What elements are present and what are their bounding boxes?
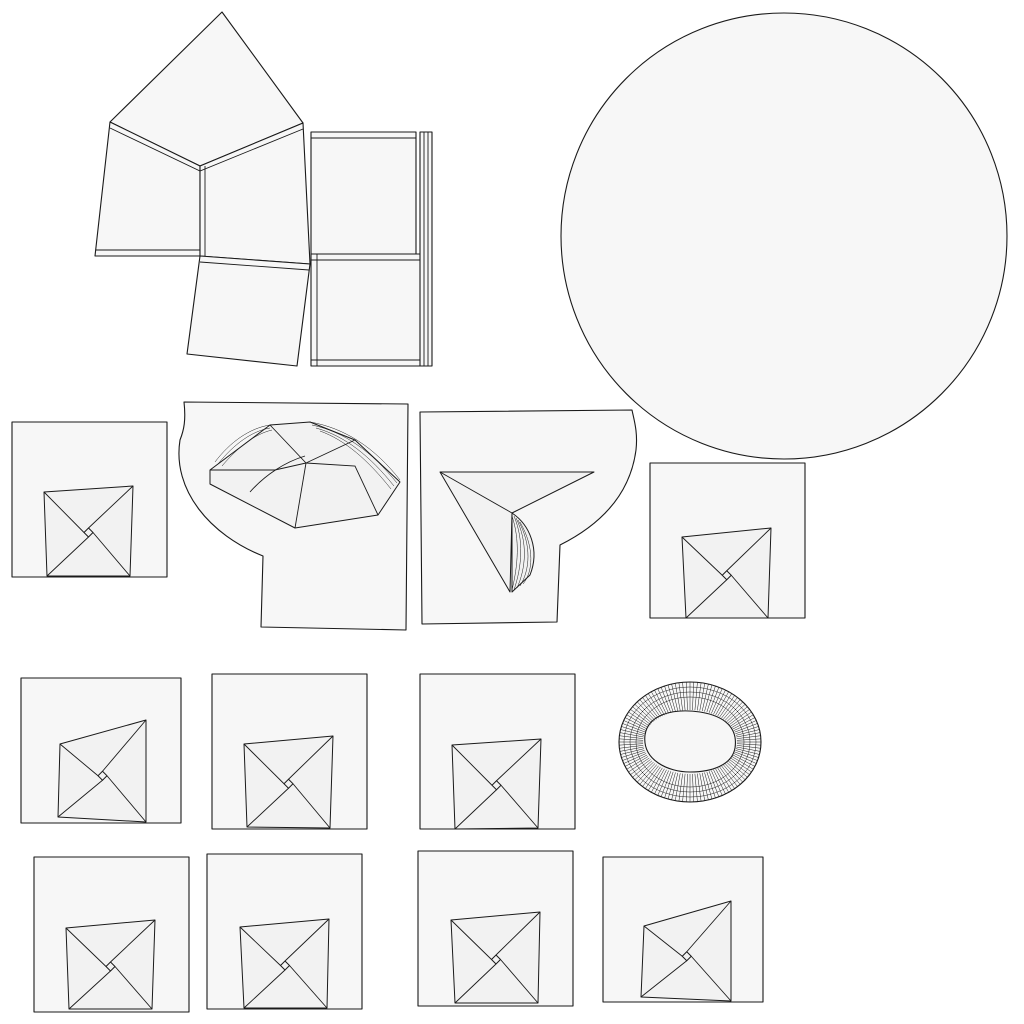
ring-hole (644, 710, 736, 773)
cube-net-island (94, 11, 433, 367)
quad-tile-island-group (11, 421, 806, 1013)
quad-tile-island (211, 673, 368, 830)
quad-tile-island (649, 462, 806, 619)
net-face-right-top (310, 131, 417, 255)
ring-spokes (619, 682, 761, 802)
quad-tile-island (419, 673, 576, 830)
quad-tile-island (602, 856, 764, 1003)
cap-island-left (178, 401, 409, 631)
quad-tile-island (11, 421, 168, 578)
quad-tile-island (417, 850, 574, 1007)
cap-left-dome (209, 421, 401, 529)
net-face-right-bottom (310, 253, 427, 367)
quad-tile-island (20, 677, 182, 824)
cap-right-outline (419, 409, 638, 625)
quad-tile-island (33, 856, 190, 1013)
circle-island (560, 12, 1008, 460)
quad-tile-island (206, 853, 363, 1010)
net-face-lower (186, 255, 311, 367)
net-strip-vertical (419, 131, 433, 367)
cap-island-right (419, 409, 638, 625)
